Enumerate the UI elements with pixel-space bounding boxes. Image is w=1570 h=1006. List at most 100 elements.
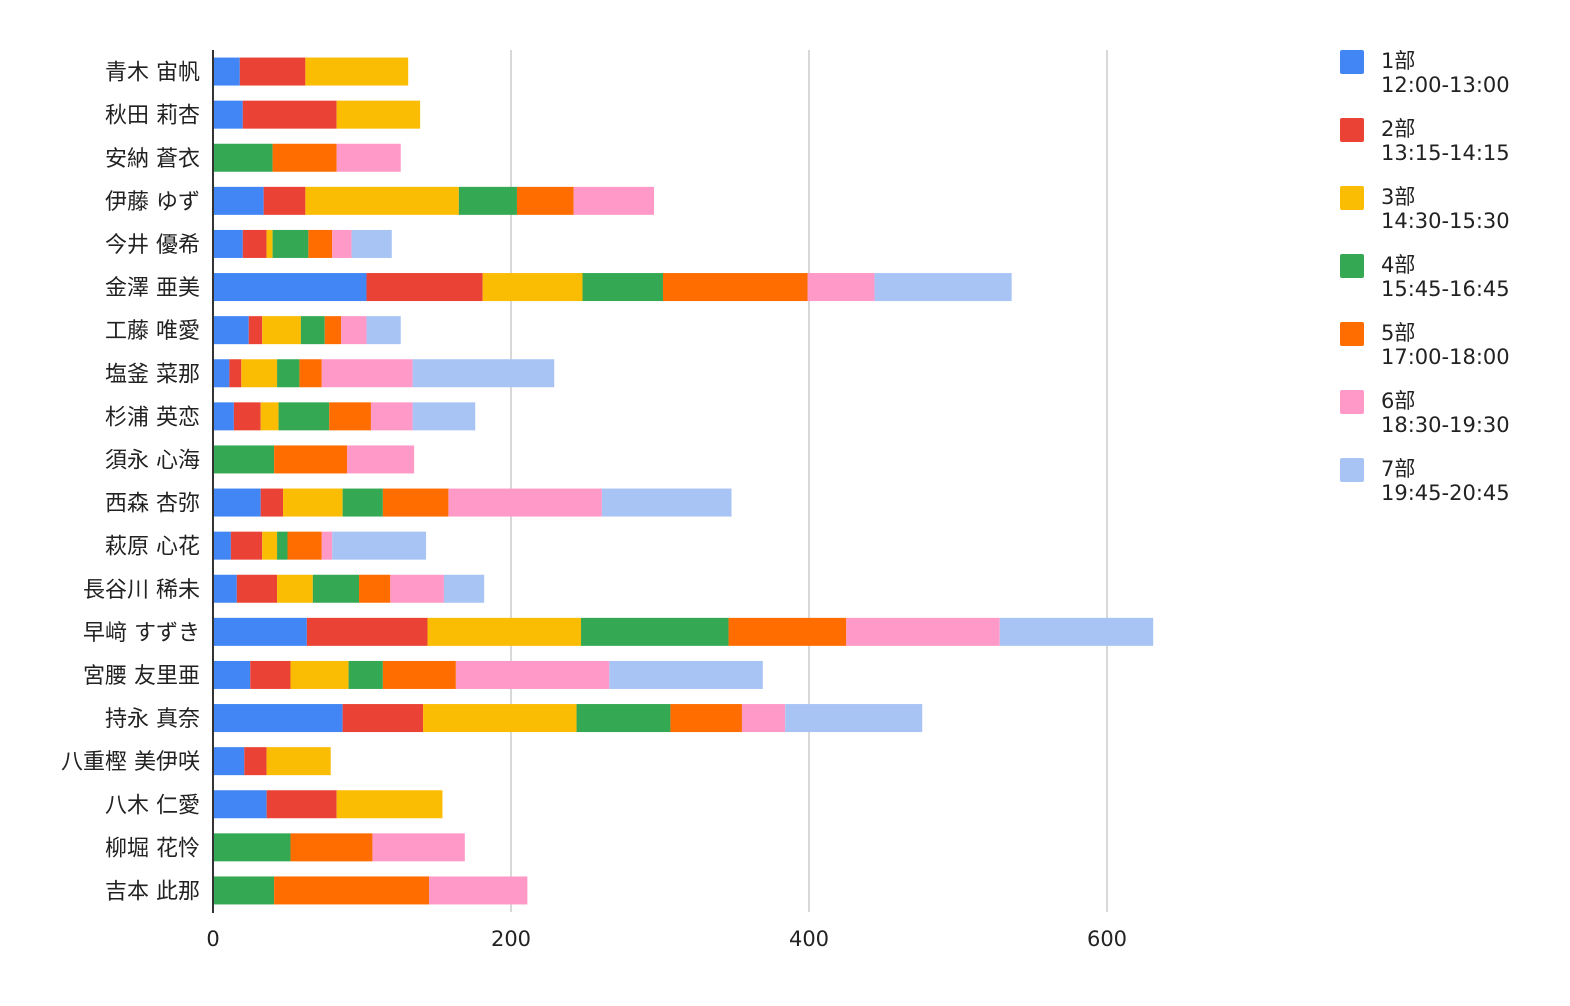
legend-series-time: 13:15-14:15 (1381, 141, 1510, 165)
category-label: 塩釜 菜那 (105, 362, 200, 387)
bar-segment (213, 143, 273, 172)
bar-segment (277, 359, 300, 388)
bar-segment (609, 660, 763, 689)
bar-segment (321, 531, 333, 560)
bar-segment (248, 316, 263, 345)
category-label: 今井 優希 (105, 233, 200, 258)
bar-segment (366, 316, 401, 345)
bar-segment (576, 704, 671, 733)
bar-segment (260, 488, 284, 517)
category-label: 長谷川 稀未 (83, 578, 200, 603)
bar-segment (244, 747, 267, 776)
category-label: 八木 仁愛 (105, 793, 200, 818)
gridlines (510, 50, 1108, 912)
legend-swatch (1340, 186, 1364, 210)
category-label: 須永 心海 (105, 448, 200, 473)
bar-segment (213, 359, 230, 388)
bar-segment (300, 316, 325, 345)
bar-segment (370, 402, 413, 431)
category-label: 金澤 亜美 (105, 276, 200, 301)
bar-segment (516, 186, 574, 215)
bar-segment (662, 273, 808, 302)
bar-segment (277, 531, 288, 560)
bar-segment (312, 574, 360, 603)
bar-segment (427, 617, 582, 646)
bar-segment (429, 876, 528, 905)
x-tick-label: 600 (1087, 927, 1127, 951)
bar-segment (229, 359, 242, 388)
category-label: 伊藤 ゆず (105, 190, 200, 215)
bar-segment (266, 747, 331, 776)
legend-series-time: 12:00-13:00 (1381, 73, 1510, 97)
bar-segment (601, 488, 732, 517)
bar-segment (448, 488, 602, 517)
bar-segment (874, 273, 1012, 302)
bar-segment (455, 660, 610, 689)
bar-segment (458, 186, 517, 215)
bar-segment (846, 617, 1000, 646)
legend-swatch (1340, 458, 1364, 482)
bar-segment (213, 531, 231, 560)
bar-segment (213, 833, 291, 862)
bar-segment (266, 790, 337, 819)
bar-segment (241, 359, 278, 388)
bar-segment (999, 617, 1154, 646)
bar-segment (308, 229, 333, 258)
bar-segment (213, 747, 245, 776)
bar-segment (262, 316, 301, 345)
category-label: 工藤 唯愛 (105, 319, 200, 344)
legend-series-name: 1部 (1381, 49, 1415, 73)
bar-segment (274, 445, 348, 474)
bar-segment (272, 143, 337, 172)
bar-segment (250, 660, 291, 689)
category-label: 秋田 莉杏 (105, 104, 200, 129)
bar-segment (213, 273, 367, 302)
bar-segment (382, 660, 456, 689)
bar-segment (290, 660, 349, 689)
bar-segment (336, 100, 421, 129)
bar-segment (262, 531, 278, 560)
bar-segment (233, 402, 261, 431)
bar-segment (213, 186, 264, 215)
bar-segment (213, 790, 267, 819)
bar-segment (581, 617, 729, 646)
bar-segment (213, 316, 249, 345)
bar-segment (278, 402, 330, 431)
x-tick-label: 0 (206, 927, 219, 951)
bar-segment (239, 57, 306, 86)
bar-segment (290, 833, 373, 862)
bar-segment (351, 229, 392, 258)
bar-segment (274, 876, 430, 905)
legend-series-name: 3部 (1381, 185, 1415, 209)
legend-series-time: 15:45-16:45 (1381, 277, 1510, 301)
category-label: 吉本 此那 (105, 879, 200, 904)
bar-segment (213, 704, 343, 733)
bar-segment (332, 229, 352, 258)
bar-segment (230, 531, 263, 560)
bar-segment (336, 143, 401, 172)
bar-segment (390, 574, 444, 603)
bar-segment (347, 445, 415, 474)
bar-segment (242, 100, 337, 129)
bar-segment (423, 704, 577, 733)
category-label: 宮腰 友里亜 (83, 664, 200, 689)
bar-segment (341, 316, 367, 345)
bar-segment (213, 445, 275, 474)
category-label: 安納 蒼衣 (105, 147, 200, 172)
category-label: 柳堀 花怜 (105, 836, 200, 861)
bar-segment (277, 574, 313, 603)
category-label: 杉浦 英恋 (105, 405, 200, 430)
bar-segment (482, 273, 583, 302)
bar-segment (242, 229, 267, 258)
bar-segment (332, 531, 427, 560)
bar-segment (324, 316, 342, 345)
bar-segment (342, 704, 424, 733)
bar-segment (213, 402, 234, 431)
bar-segment (213, 660, 251, 689)
